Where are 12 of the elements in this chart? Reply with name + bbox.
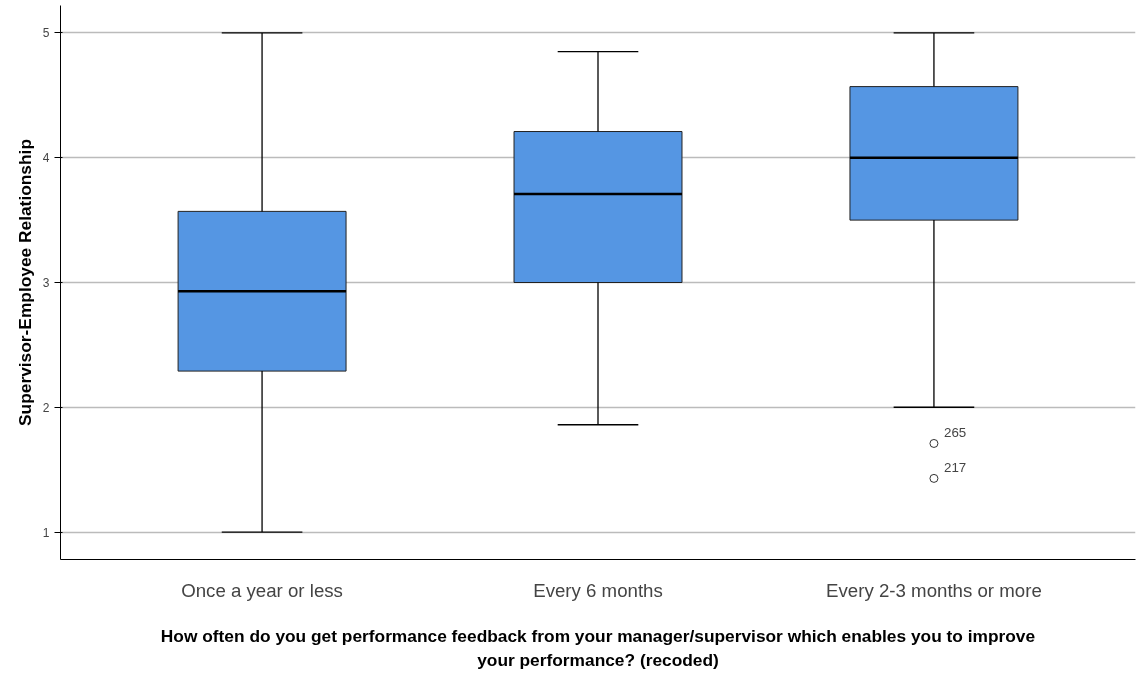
x-tick-label: Every 6 months	[533, 579, 663, 601]
y-tick-label: 3	[42, 276, 50, 290]
x-axis-title: How often do you get performance feedback from your manager/supervisor which enables you to improve your performance? (recoded)	[160, 625, 1036, 670]
y-tick-label: 4	[42, 151, 50, 166]
x-tick-label: Once a year or less	[181, 579, 343, 601]
annotation: 217	[944, 460, 967, 476]
y-axis-title: Supervisor-Employee Relationship	[14, 139, 35, 426]
y-tick-label: 2	[42, 400, 50, 415]
y-tick-label: 1	[42, 525, 50, 540]
y-tick-label: 5	[42, 26, 50, 41]
annotation: 265	[944, 425, 967, 441]
x-tick-label: Every 2-3 months or more	[826, 579, 1042, 601]
